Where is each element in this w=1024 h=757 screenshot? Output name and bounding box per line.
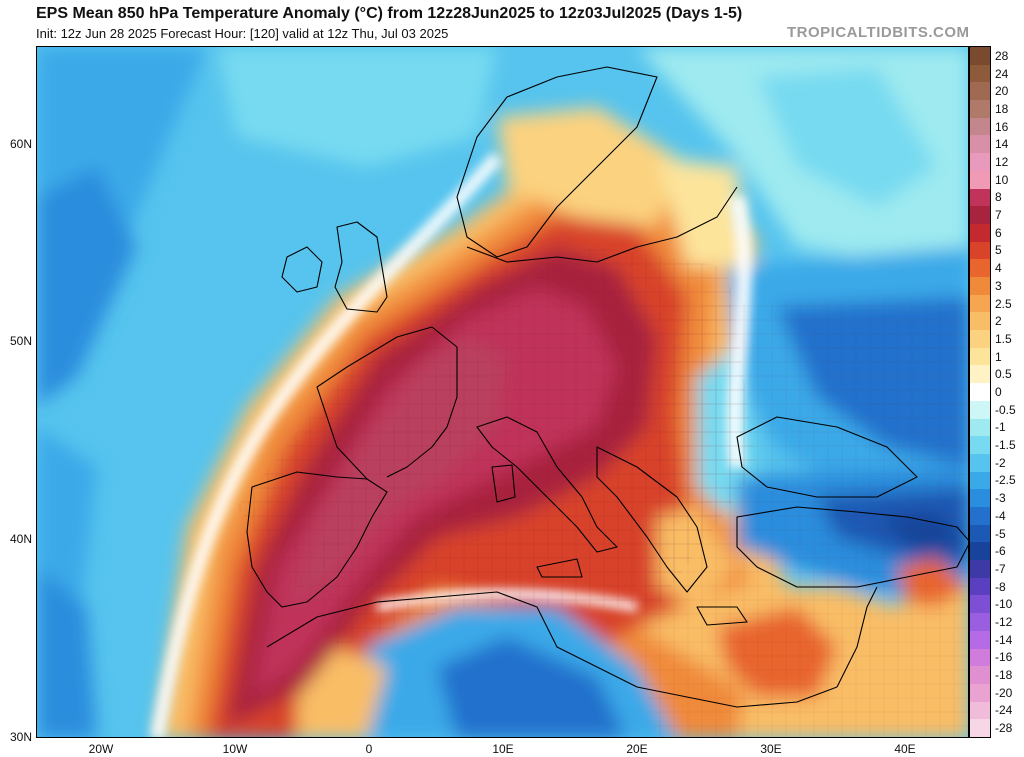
colorbar-label: 28 <box>995 48 1009 63</box>
colorbar-swatch <box>970 383 990 402</box>
colorbar-swatch <box>970 507 990 526</box>
lat-label-60n: 60N <box>9 137 32 151</box>
colorbar-label: -6 <box>995 544 1006 559</box>
colorbar-swatch <box>970 117 990 136</box>
colorbar-label: 3 <box>995 278 1002 293</box>
colorbar-swatch <box>970 418 990 437</box>
colorbar-label: -10 <box>995 597 1013 612</box>
colorbar-label: 1.5 <box>995 331 1012 346</box>
colorbar-swatch <box>970 613 990 632</box>
colorbar-swatch <box>970 64 990 83</box>
colorbar-label: 6 <box>995 225 1002 240</box>
colorbar-swatch <box>970 683 990 703</box>
watermark: TROPICALTIDBITS.COM <box>787 24 970 41</box>
colorbar-swatch <box>970 542 990 561</box>
colorbar-swatch <box>970 436 990 455</box>
colorbar-label: 14 <box>995 137 1009 152</box>
lon-label-0: 0 <box>365 742 373 756</box>
colorbar-swatch <box>970 400 990 420</box>
colorbar-swatch <box>970 259 990 278</box>
colorbar-label: 20 <box>995 84 1009 99</box>
colorbar-swatch <box>970 188 990 207</box>
colorbar-label: 5 <box>995 243 1002 258</box>
colorbar-label: -2.5 <box>995 473 1016 488</box>
colorbar-swatch <box>970 595 990 614</box>
colorbar-swatch <box>970 701 990 720</box>
colorbar-label: -0.5 <box>995 402 1016 417</box>
colorbar-label: 1 <box>995 349 1002 364</box>
colorbar-label: -28 <box>995 721 1013 736</box>
colorbar-label: -1.5 <box>995 438 1016 453</box>
colorbar-swatch <box>970 365 990 384</box>
colorbar-label: 16 <box>995 119 1009 134</box>
colorbar-label: 24 <box>995 66 1009 81</box>
colorbar-label: -18 <box>995 668 1013 683</box>
colorbar-label: -2 <box>995 455 1006 470</box>
colorbar-swatch <box>970 82 990 101</box>
colorbar-label: -24 <box>995 703 1013 718</box>
colorbar-swatch <box>970 471 990 490</box>
colorbar-swatch <box>970 560 990 579</box>
colorbar-swatch <box>970 312 990 331</box>
colorbar-swatch <box>970 489 990 508</box>
colorbar-label: -12 <box>995 615 1013 629</box>
colorbar-swatch <box>970 206 990 225</box>
colorbar-swatch <box>970 223 990 243</box>
colorbar-label: -3 <box>995 491 1006 506</box>
colorbar-swatch <box>970 153 990 172</box>
colorbar-swatch <box>970 666 990 685</box>
colorbar-label: 10 <box>995 172 1009 187</box>
colorbar-label: -7 <box>995 561 1006 576</box>
colorbar-swatch <box>970 719 990 738</box>
colorbar-label: 4 <box>995 261 1002 276</box>
colorbar-label: -14 <box>995 632 1013 647</box>
colorbar-swatch <box>970 330 990 349</box>
lon-label-20e: 20E <box>626 742 648 756</box>
colorbar-label: 2.5 <box>995 296 1012 311</box>
colorbar-swatch <box>970 241 990 260</box>
colorbar-swatch <box>970 453 990 473</box>
colorbar-label: -16 <box>995 650 1013 665</box>
lon-label-30e: 30E <box>760 742 782 756</box>
colorbar-swatch <box>970 347 990 366</box>
colorbar-swatch <box>970 135 990 154</box>
colorbar-label: 7 <box>995 208 1002 223</box>
lat-label-40n: 40N <box>9 532 32 546</box>
anomaly-map <box>36 46 969 738</box>
colorbar-swatch <box>970 294 990 313</box>
colorbar-swatch <box>970 648 990 667</box>
colorbar-label: 0.5 <box>995 367 1012 382</box>
colorbar-label: -20 <box>995 685 1013 700</box>
colorbar-swatch <box>970 524 990 543</box>
colorbar-label: 0 <box>995 385 1002 399</box>
colorbar-label: 2 <box>995 314 1002 329</box>
colorbar-swatch <box>970 47 990 66</box>
lon-label-40e: 40E <box>894 742 916 756</box>
colorbar-label: -1 <box>995 420 1006 435</box>
colorbar-label: 18 <box>995 101 1009 116</box>
colorbar-label: 12 <box>995 155 1009 169</box>
lon-label-10w: 10W <box>222 742 248 756</box>
lat-label-30n: 30N <box>9 730 32 744</box>
colorbar-label: 8 <box>995 190 1002 205</box>
colorbar-swatch <box>970 577 990 596</box>
colorbar-swatch <box>970 100 990 119</box>
lon-label-10e: 10E <box>492 742 514 756</box>
colorbar-swatch <box>970 170 990 190</box>
map-title: EPS Mean 850 hPa Temperature Anomaly (°C… <box>36 5 743 22</box>
lat-label-50n: 50N <box>9 334 32 348</box>
colorbar-label: -8 <box>995 579 1006 594</box>
colorbar-label: -4 <box>995 508 1006 523</box>
map-subtitle: Init: 12z Jun 28 2025 Forecast Hour: [12… <box>36 26 449 41</box>
colorbar-label: -5 <box>995 526 1006 541</box>
colorbar <box>969 46 991 738</box>
lon-label-20w: 20W <box>88 742 114 756</box>
colorbar-swatch <box>970 630 990 650</box>
colorbar-swatch <box>970 277 990 296</box>
